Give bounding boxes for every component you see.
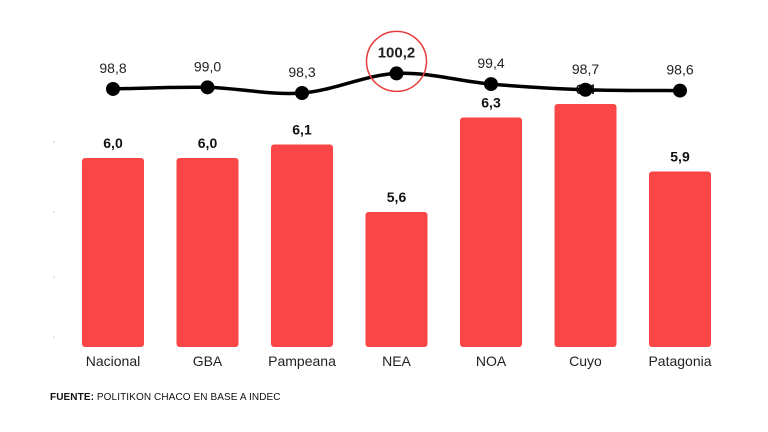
bar-nea (365, 212, 428, 347)
bar-noa (460, 117, 522, 347)
bar-gba (176, 158, 239, 347)
category-label: Pampeana (268, 353, 336, 369)
category-label: Cuyo (569, 353, 602, 369)
line-point (673, 83, 687, 98)
chart-frame: 6,0 Nacional 6,0 GBA 6,1 Pampeana 5,6 NEA 6,3 NOA… (12, 12, 734, 416)
category-label: GBA (193, 353, 223, 369)
line-point (295, 86, 309, 100)
line-point (389, 66, 404, 81)
line-value-label: 98,7 (572, 61, 599, 77)
line-point (484, 77, 498, 92)
line-value-label: 98,8 (99, 60, 126, 76)
line-value-label: 98,6 (666, 62, 693, 78)
source-prefix: FUENTE: (50, 392, 95, 403)
line-value-label: 100,2 (378, 44, 416, 61)
bar-patagonia (649, 171, 711, 347)
bar-value-label: 6,3 (481, 95, 501, 111)
bar-value-label: 6,0 (198, 135, 218, 151)
bar-cuyo (554, 104, 617, 347)
line-value-label: 98,3 (288, 64, 315, 80)
line-value-label: 99,0 (194, 58, 221, 74)
highlight-ring (365, 30, 428, 93)
category-label: Patagonia (648, 353, 711, 369)
category-label: NEA (382, 353, 411, 369)
line-value-label: 99,4 (477, 55, 504, 71)
source-note: FUENTE: POLITIKON CHACO EN BASE A INDEC (50, 392, 281, 403)
bar-value-label: 6,0 (103, 135, 123, 151)
bar-value-label: 5,9 (670, 149, 690, 165)
category-label: NOA (476, 353, 507, 369)
bar-pampeana (271, 144, 333, 347)
bar-value-label: 6,1 (292, 122, 312, 138)
line-point (106, 81, 120, 96)
line-point (578, 82, 593, 97)
bar-line-chart: 6,0 Nacional 6,0 GBA 6,1 Pampeana 5,6 NEA 6,3 NOA… (53, 30, 712, 369)
bar-value-label: 5,6 (387, 189, 407, 205)
category-label: Nacional (86, 353, 140, 369)
source-text: POLITIKON CHACO EN BASE A INDEC (94, 392, 281, 403)
line-point (200, 80, 215, 95)
bar-nacional (82, 158, 144, 347)
